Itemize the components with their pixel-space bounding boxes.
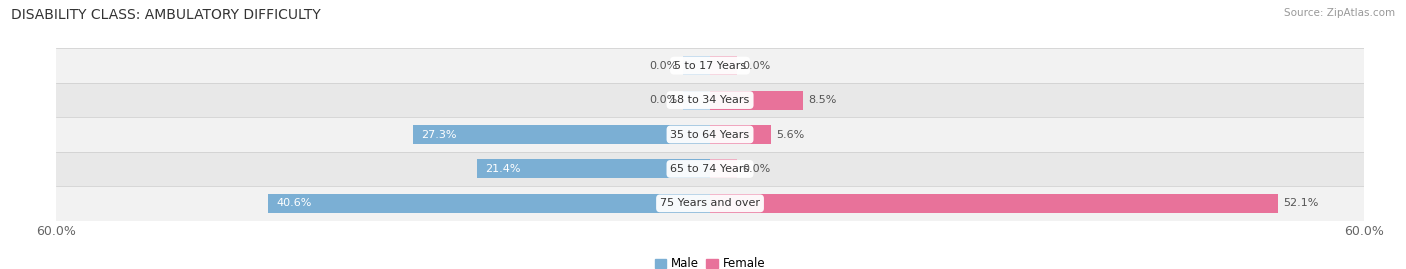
Text: 35 to 64 Years: 35 to 64 Years [671, 129, 749, 140]
Bar [56, 48, 1364, 83]
Text: 18 to 34 Years: 18 to 34 Years [671, 95, 749, 105]
Legend: Male, Female: Male, Female [650, 253, 770, 269]
Bar [267, 194, 710, 213]
Text: 8.5%: 8.5% [808, 95, 837, 105]
Text: 21.4%: 21.4% [485, 164, 522, 174]
Bar [56, 83, 1364, 117]
Bar [710, 194, 1278, 213]
Text: 5.6%: 5.6% [776, 129, 804, 140]
Text: 65 to 74 Years: 65 to 74 Years [671, 164, 749, 174]
Text: 0.0%: 0.0% [650, 61, 678, 71]
Bar [683, 56, 710, 75]
Text: 5 to 17 Years: 5 to 17 Years [673, 61, 747, 71]
Text: DISABILITY CLASS: AMBULATORY DIFFICULTY: DISABILITY CLASS: AMBULATORY DIFFICULTY [11, 8, 321, 22]
Bar [683, 91, 710, 109]
Text: 0.0%: 0.0% [742, 164, 770, 174]
Bar [56, 186, 1364, 221]
Bar [412, 125, 710, 144]
Bar [477, 160, 710, 178]
Text: 40.6%: 40.6% [277, 198, 312, 208]
Text: 0.0%: 0.0% [742, 61, 770, 71]
Bar [710, 91, 803, 109]
Text: Source: ZipAtlas.com: Source: ZipAtlas.com [1284, 8, 1395, 18]
Bar [56, 152, 1364, 186]
Text: 27.3%: 27.3% [422, 129, 457, 140]
Text: 75 Years and over: 75 Years and over [659, 198, 761, 208]
Text: 52.1%: 52.1% [1284, 198, 1319, 208]
Bar [710, 125, 770, 144]
Bar [710, 56, 737, 75]
Text: 0.0%: 0.0% [650, 95, 678, 105]
Bar [56, 117, 1364, 152]
Bar [710, 160, 737, 178]
